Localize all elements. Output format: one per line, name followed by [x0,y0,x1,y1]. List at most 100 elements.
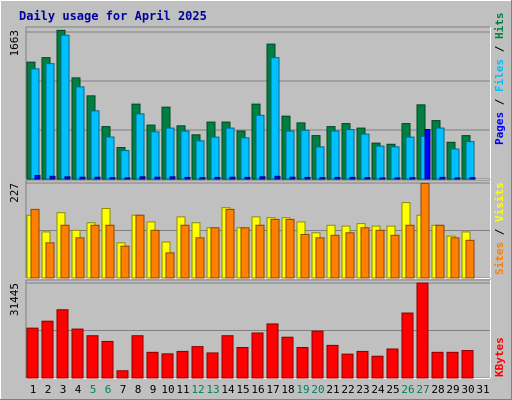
files-bar [150,131,160,180]
x-tick-label: 18 [281,383,294,396]
kbytes-bar [251,332,264,379]
files-bar [195,140,205,180]
kbytes-bar [41,320,54,379]
pages-bar [409,177,416,180]
pages-bar [139,176,146,180]
pages-bar [94,176,101,180]
files-bar [255,114,265,180]
pages-bar [169,176,176,180]
x-tick-label: 27 [416,383,429,396]
x-tick-label: 16 [251,383,264,396]
kbytes-bar [296,346,309,379]
x-tick-label: 9 [150,383,157,396]
files-bar [165,127,175,180]
files-bar [135,113,145,180]
kbytes-bar [341,353,354,379]
kbytes-bar [371,355,384,379]
pages-bar [349,176,356,180]
sites-bar [300,233,310,279]
chart-panel-1: 1663 Pages / Files / Hits [8,13,506,180]
x-tick-label: 19 [296,383,309,396]
chart-panel-2: 227 Sites / Visits [8,179,506,279]
sites-bar [60,224,70,279]
kbytes-bar [56,309,69,379]
kbytes-bar [191,346,204,379]
kbytes-bar [176,350,189,379]
files-bar [315,146,325,180]
chart-panel-3: 31445 KBytes [8,279,506,379]
x-tick-label: 21 [326,383,339,396]
x-tick-label: 4 [75,383,82,396]
x-tick-label: 8 [135,383,142,396]
x-tick-label: 17 [266,383,279,396]
sites-bar [285,218,295,279]
x-tick-label: 31 [476,383,489,396]
sites-bar [240,227,250,279]
files-bar [180,130,190,180]
kbytes-bar [131,335,144,379]
files-bar [120,150,130,180]
pages-bar [274,175,281,180]
sites-bar [195,237,205,279]
sites-bar [315,237,325,279]
files-bar [45,63,55,180]
kbytes-bar [146,351,159,379]
kbytes-bar [206,352,219,379]
pages-bar [244,176,251,180]
sites-bar [90,224,100,279]
files-bar [60,34,70,180]
sites-bar [330,234,340,279]
x-tick-label: 22 [341,383,354,396]
sites-bar [405,224,415,279]
x-tick-label: 29 [446,383,459,396]
kbytes-bar [86,335,99,379]
kbytes-bar [386,348,399,379]
kbytes-bar [311,330,324,379]
files-bar [435,127,445,180]
kbytes-bar [326,344,339,379]
legend-separator: / [493,92,506,112]
x-tick-label: 26 [401,383,414,396]
sites-bar [225,208,235,279]
kbytes-bar [356,350,369,379]
legend-item-files: Files [493,59,506,92]
legend-item-visits: Visits [493,182,506,222]
pages-bar [319,177,326,180]
kbytes-bar [71,328,84,379]
pages-bar [304,176,311,180]
kbytes-bar [461,350,474,379]
chart-title: Daily usage for April 2025 [19,9,207,23]
sites-bar [450,237,460,279]
legend-separator: / [493,39,506,59]
kbytes-bar [266,323,279,379]
pages-bar [124,177,131,180]
files-bar [450,148,460,180]
x-tick-label: 30 [461,383,474,396]
legend-item-pages: Pages [493,112,506,145]
kbytes-bar [116,370,129,379]
files-bar [375,145,385,180]
pages-bar [34,174,41,180]
x-tick-label: 6 [105,383,112,396]
sites-bar [120,245,130,279]
kbytes-bar [236,346,249,379]
sites-bar [135,214,145,279]
kbytes-bar [26,327,39,379]
pages-bar [259,176,266,180]
y-max-label: 1663 [8,30,21,57]
kbytes-bar [431,351,444,379]
sites-bar [210,227,220,279]
legend-item-hits: Hits [493,13,506,40]
files-bar [90,110,100,180]
pages-bar [334,176,341,180]
files-bar [270,57,280,180]
kbytes-bar [161,353,174,379]
sites-bar [45,242,55,279]
kbytes-bar [101,340,114,379]
x-tick-label: 25 [386,383,399,396]
pages-bar [214,176,221,180]
y-max-label: 31445 [8,283,21,316]
legend-separator: / [493,222,506,242]
